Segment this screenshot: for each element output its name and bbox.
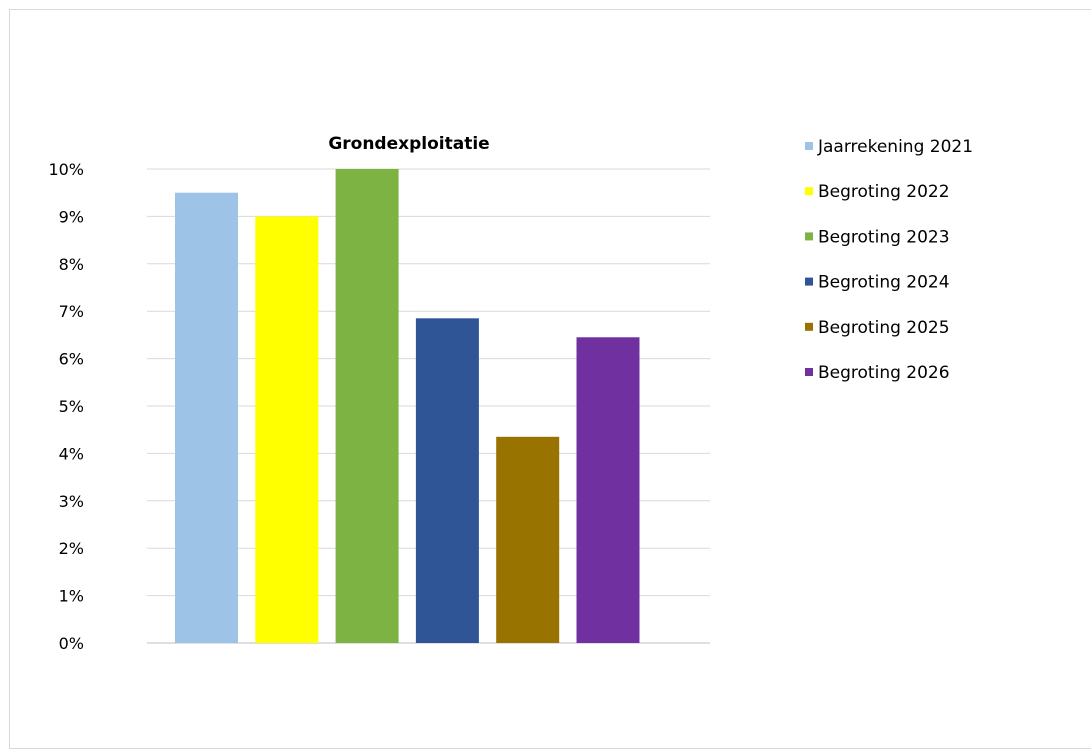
bars <box>175 169 640 643</box>
legend-label: Begroting 2023 <box>818 227 950 247</box>
y-tick-label: 4% <box>59 444 84 463</box>
legend-label: Begroting 2026 <box>818 363 950 383</box>
legend-label: Begroting 2024 <box>818 273 950 293</box>
legend-swatch <box>805 187 813 196</box>
bar <box>335 169 399 643</box>
legend-label: Begroting 2025 <box>818 318 950 338</box>
legend-swatch <box>805 142 813 150</box>
y-tick-label: 1% <box>59 587 84 606</box>
y-tick-label: 10% <box>48 160 84 179</box>
bar <box>415 318 479 643</box>
y-tick-label: 5% <box>59 397 84 416</box>
bar <box>255 216 319 643</box>
legend: Jaarrekening 2021 Begroting 2022 Begroting… <box>805 137 973 383</box>
legend-swatch <box>805 277 813 286</box>
legend-label: Begroting 2022 <box>818 182 950 202</box>
legend-swatch <box>805 322 813 331</box>
y-tick-label: 9% <box>59 207 84 226</box>
chart-title: Grondexploitatie <box>328 134 489 154</box>
bar <box>175 192 238 643</box>
y-axis-ticks: 0% 1% 2% 3% 4% 5% 6% 7% 8% 9% 10% <box>48 160 84 653</box>
y-tick-label: 7% <box>59 302 84 321</box>
y-tick-label: 2% <box>59 539 84 558</box>
y-tick-label: 3% <box>59 492 84 511</box>
legend-swatch <box>805 232 813 241</box>
legend-label: Jaarrekening 2021 <box>817 137 973 157</box>
y-tick-label: 8% <box>59 255 84 274</box>
y-tick-label: 6% <box>59 350 84 369</box>
bar <box>496 436 560 643</box>
bar <box>576 337 640 643</box>
y-tick-label: 0% <box>59 634 84 653</box>
legend-swatch <box>805 368 813 376</box>
